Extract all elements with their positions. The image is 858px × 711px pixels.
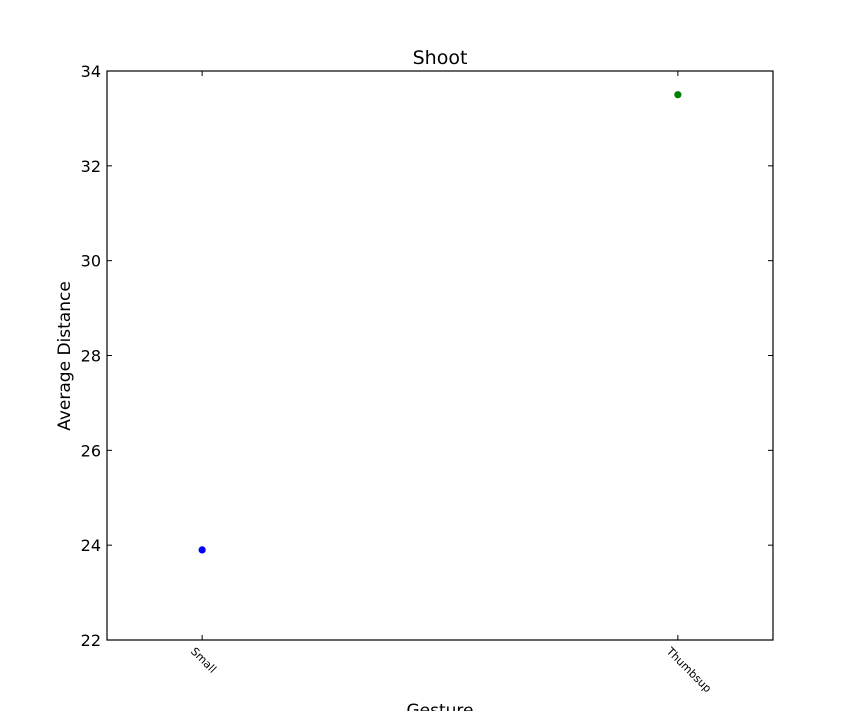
chart-title: Shoot	[413, 47, 468, 69]
points-layer	[198, 91, 682, 554]
y-tick-label: 24	[81, 536, 101, 555]
y-tick-label: 30	[81, 252, 101, 271]
plot-frame	[106, 70, 774, 641]
y-axis-title: Average Distance	[55, 281, 75, 431]
y-tick-label: 22	[81, 631, 101, 650]
y-tick-label: 32	[81, 157, 101, 176]
data-point-small	[198, 546, 206, 554]
y-tick-label: 28	[81, 347, 101, 366]
data-point-thumbsup	[674, 91, 682, 99]
x-axis-title: Gesture	[406, 701, 473, 711]
y-tick-label: 26	[81, 441, 101, 460]
y-tick-label: 34	[81, 62, 101, 81]
